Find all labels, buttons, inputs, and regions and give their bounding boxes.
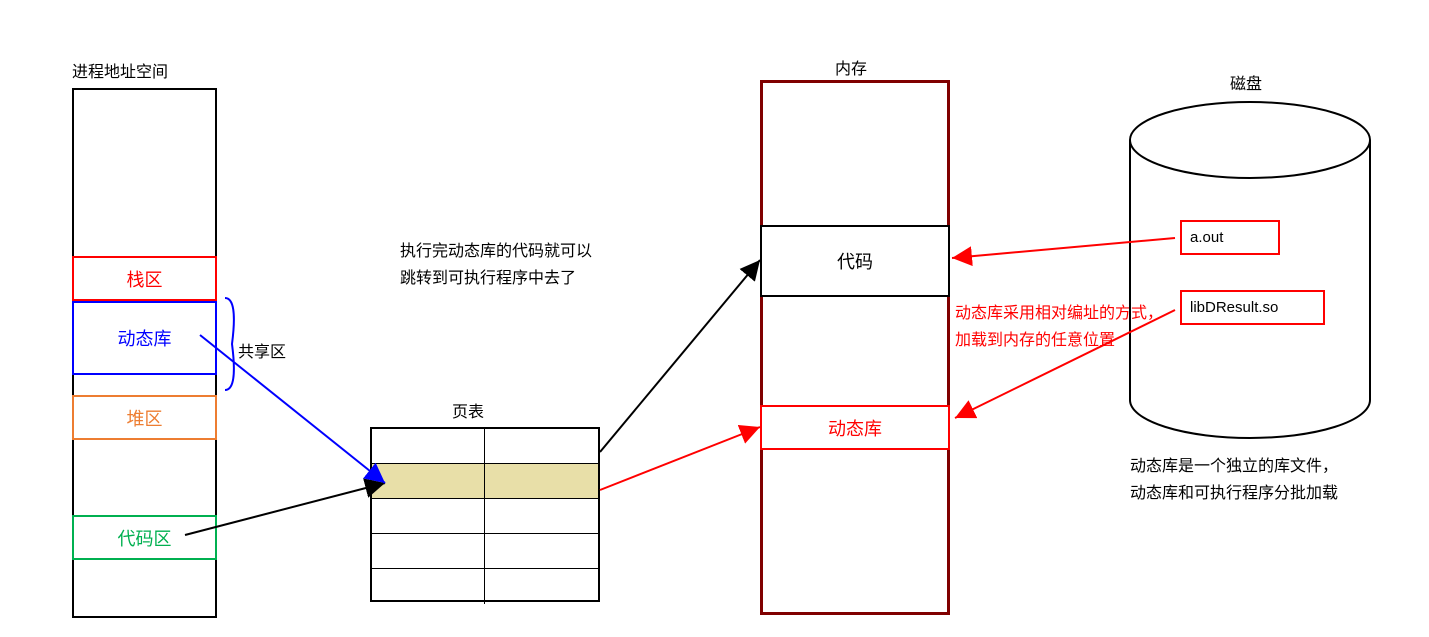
pt-row-0	[372, 429, 598, 464]
pt-row-4	[372, 569, 598, 604]
arrow-pt-to-dynlib	[600, 427, 760, 490]
shared-region: 动态库	[72, 301, 217, 375]
page-table	[370, 427, 600, 602]
disk-file-aout: a.out	[1180, 220, 1280, 255]
stack-label: 栈区	[127, 266, 163, 292]
code-region: 代码区	[72, 515, 217, 560]
code-label: 代码区	[118, 525, 172, 551]
shared-brace	[225, 298, 234, 390]
shared-area-label: 共享区	[238, 338, 286, 362]
memory-code-region: 代码	[760, 225, 950, 297]
heap-region: 堆区	[72, 395, 217, 440]
mem-code-label: 代码	[837, 248, 873, 274]
relative-annotation: 动态库采用相对编址的方式， 加载到内存的任意位置	[955, 300, 1163, 354]
disk-caption-l2: 动态库和可执行程序分批加载	[1130, 485, 1338, 502]
pt-row-2	[372, 499, 598, 534]
rel-l1: 动态库采用相对编址的方式，	[955, 305, 1163, 322]
disk-cylinder	[1130, 102, 1370, 438]
shared-label: 动态库	[118, 325, 172, 351]
page-table-title: 页表	[452, 398, 484, 422]
mem-dynlib-label: 动态库	[828, 415, 882, 441]
libso-label: libDResult.so	[1190, 299, 1278, 316]
arrow-aout-to-code	[952, 238, 1175, 258]
pt-row-3	[372, 534, 598, 569]
disk-caption: 动态库是一个独立的库文件， 动态库和可执行程序分批加载	[1130, 453, 1338, 507]
memory-title: 内存	[835, 55, 867, 79]
stack-region: 栈区	[72, 256, 217, 301]
disk-title: 磁盘	[1230, 70, 1262, 94]
arrow-shared-to-pt	[200, 335, 385, 483]
aout-label: a.out	[1190, 229, 1223, 246]
jump-annotation: 执行完动态库的代码就可以 跳转到可执行程序中去了	[400, 238, 592, 292]
jump-l2: 跳转到可执行程序中去了	[400, 270, 576, 287]
rel-l2: 加载到内存的任意位置	[955, 332, 1115, 349]
heap-label: 堆区	[127, 405, 163, 431]
arrow-pt-to-code	[600, 260, 760, 452]
memory-container	[760, 80, 950, 615]
disk-caption-l1: 动态库是一个独立的库文件，	[1130, 458, 1338, 475]
address-space-title: 进程地址空间	[72, 58, 168, 82]
pt-row-1	[372, 464, 598, 499]
disk-file-libso: libDResult.so	[1180, 290, 1325, 325]
jump-l1: 执行完动态库的代码就可以	[400, 243, 592, 260]
memory-dynlib-region: 动态库	[760, 405, 950, 450]
